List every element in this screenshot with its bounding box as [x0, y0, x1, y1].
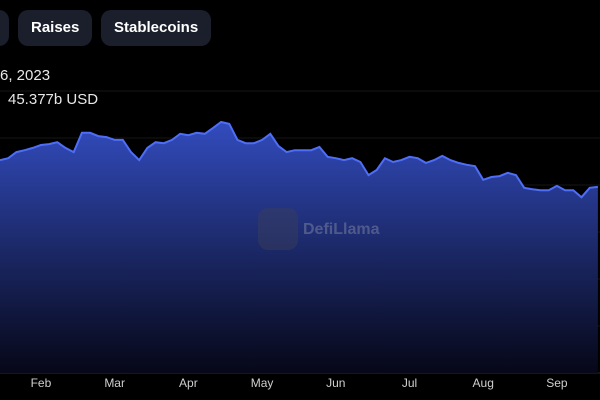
- x-tick-label: Sep: [546, 376, 568, 390]
- watermark: DefiLlama: [258, 208, 380, 250]
- x-tick-label: Jun: [326, 376, 345, 390]
- watermark-text: DefiLlama: [303, 221, 380, 238]
- x-tick-label: Apr: [179, 376, 198, 390]
- x-tick-label: Mar: [104, 376, 125, 390]
- x-tick-label: Aug: [473, 376, 494, 390]
- tooltip-value: 45.377b USD: [8, 91, 99, 108]
- tab-button[interactable]: Raises: [18, 10, 93, 46]
- tooltip-date: 6, 2023: [0, 67, 51, 84]
- line: [0, 120, 599, 199]
- x-tick-label: May: [251, 376, 274, 390]
- area: [0, 122, 598, 373]
- tab-button[interactable]: [0, 10, 9, 46]
- tab-button[interactable]: Stablecoins: [101, 10, 212, 46]
- x-tick-label: Jul: [402, 376, 417, 390]
- x-tick-label: Feb: [31, 376, 52, 390]
